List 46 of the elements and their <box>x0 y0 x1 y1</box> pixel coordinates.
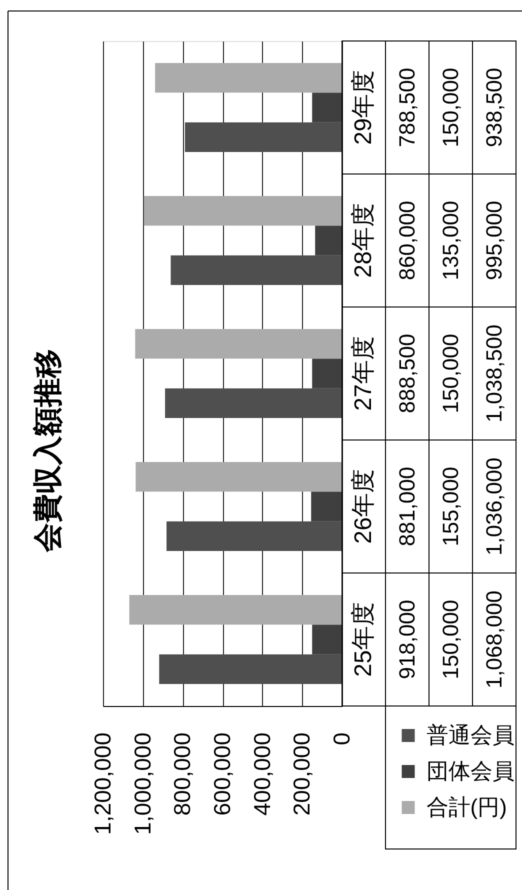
y-tick-label: 27年度 <box>350 336 377 411</box>
data-label: 788,500 <box>394 68 420 148</box>
data-label: 881,000 <box>394 466 420 546</box>
bar <box>159 654 342 684</box>
data-label: 995,000 <box>481 200 506 280</box>
bar <box>312 92 342 122</box>
bar <box>129 594 342 625</box>
x-tick-label: 600,000 <box>209 732 235 816</box>
data-label: 918,000 <box>394 600 420 680</box>
bar <box>184 122 342 152</box>
bar <box>135 328 342 359</box>
x-tick-label: 0 <box>328 732 354 746</box>
legend-label: 団体会員 <box>426 758 514 784</box>
y-tick-label: 25年度 <box>350 602 377 677</box>
data-label: 150,000 <box>438 334 463 414</box>
y-tick-label: 29年度 <box>350 70 377 145</box>
legend-label: 普通会員 <box>426 722 514 748</box>
bar <box>170 255 342 286</box>
x-tick-label: 1,200,000 <box>90 732 116 835</box>
data-label: 135,000 <box>438 200 463 280</box>
data-label: 860,000 <box>394 200 420 280</box>
data-label: 155,000 <box>438 466 463 546</box>
data-label: 938,500 <box>481 68 506 148</box>
bar <box>315 226 342 256</box>
bar <box>155 62 342 93</box>
bar <box>312 358 342 388</box>
data-label: 150,000 <box>438 600 463 680</box>
bar <box>136 462 342 492</box>
data-label: 888,500 <box>394 334 420 414</box>
bar <box>144 196 342 226</box>
text: 会費収入額推移 <box>32 349 64 553</box>
x-tick-label: 1,000,000 <box>129 732 156 835</box>
bar <box>311 492 342 522</box>
y-tick-label: 26年度 <box>350 469 377 544</box>
data-label: 1,038,500 <box>481 324 506 422</box>
bar <box>165 388 342 418</box>
x-tick-label: 200,000 <box>288 732 315 816</box>
data-label: 1,036,000 <box>481 458 506 556</box>
legend-label: 合計(円) <box>426 794 507 820</box>
x-tick-label: 400,000 <box>248 732 275 816</box>
y-tick-label: 28年度 <box>350 203 377 278</box>
x-tick-label: 800,000 <box>169 732 196 816</box>
bar <box>312 624 342 654</box>
bar <box>166 521 342 552</box>
data-label: 150,000 <box>438 68 463 148</box>
data-label: 1,068,000 <box>481 590 506 688</box>
